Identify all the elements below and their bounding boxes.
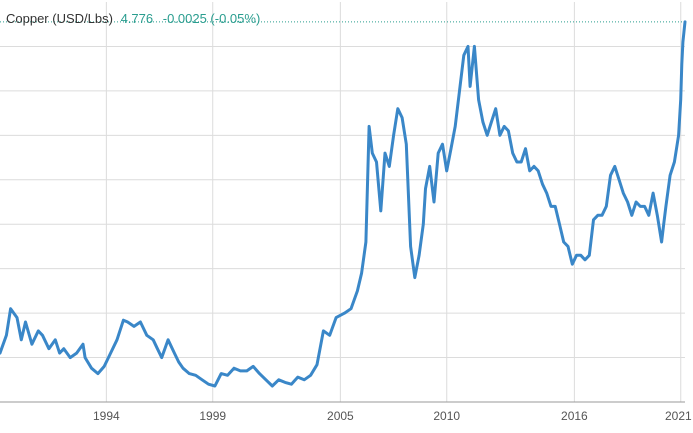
grid-lines [0,2,685,402]
instrument-name: Copper (USD/Lbs) [6,11,113,26]
price-change: -0.0025 (-0.05%) [163,11,261,26]
chart-header: Copper (USD/Lbs) 4.776 -0.0025 (-0.05%) [6,11,260,27]
current-price: 4.776 [121,11,154,26]
x-tick-label: 2005 [327,409,354,423]
x-tick-label: 2010 [433,409,460,423]
x-tick-label: 2016 [561,409,588,423]
x-axis-ticks: 1994 1999 2005 2010 2016 2021 [93,409,692,423]
copper-price-line [0,22,685,386]
x-tick-label: 1994 [93,409,120,423]
x-tick-label: 2021 [665,409,692,423]
x-tick-label: 1999 [199,409,226,423]
